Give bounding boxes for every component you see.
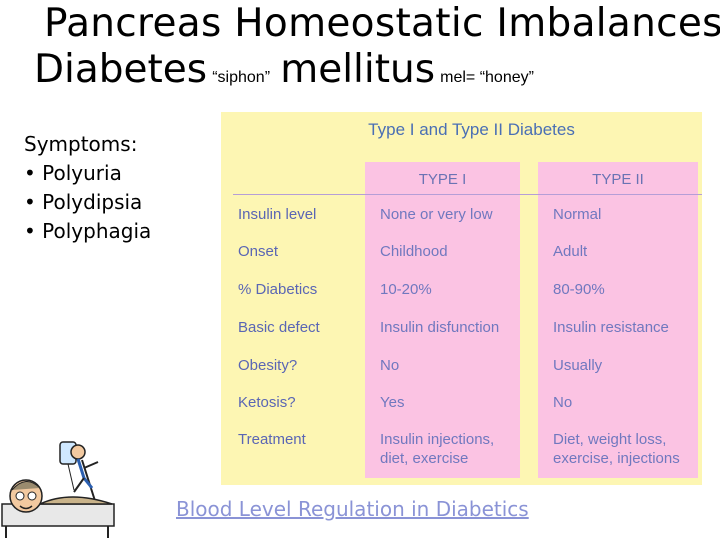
type2-cell: Insulin resistance	[553, 319, 669, 336]
type2-cell: Normal	[553, 206, 602, 223]
title-word-diabetes: Diabetes	[34, 47, 208, 92]
title-word-mellitus: mellitus	[280, 47, 436, 92]
symptoms-heading: Symptoms:	[24, 132, 138, 156]
column-header-type2: TYPE II	[592, 171, 644, 188]
type1-cell: 10-20%	[380, 281, 432, 298]
type1-cell: None or very low	[380, 206, 493, 223]
type1-cell: Insulin disfunction	[380, 319, 500, 336]
title-note-siphon: “siphon”	[212, 69, 271, 86]
type1-cell: Childhood	[380, 243, 448, 260]
row-label: Onset	[238, 243, 279, 260]
row-label: Ketosis?	[238, 394, 296, 411]
type1-column-bg	[365, 162, 520, 478]
symptoms-list: Symptoms: • Polyuria • Polydipsia • Poly…	[24, 130, 151, 246]
header-divider	[233, 194, 702, 195]
type2-cell: 80-90%	[553, 281, 605, 298]
row-label: Basic defect	[238, 319, 320, 336]
row-label: % Diabetics	[238, 281, 318, 298]
diabetes-comparison-figure: Type I and Type II Diabetes TYPE I TYPE …	[221, 112, 702, 485]
type1-cell: Yes	[380, 394, 405, 411]
type2-column-bg	[538, 162, 698, 478]
row-label: Obesity?	[238, 357, 298, 374]
blood-level-regulation-link[interactable]: Blood Level Regulation in Diabetics	[176, 497, 529, 521]
type2-cell: Diet, weight loss,	[553, 431, 667, 448]
type2-cell: Adult	[553, 243, 588, 260]
type2-cell: Usually	[553, 357, 603, 374]
type1-cell: diet, exercise	[380, 450, 469, 467]
type1-cell: No	[380, 357, 400, 374]
type2-cell: exercise, injections	[553, 450, 680, 467]
symptom-item: • Polyphagia	[24, 219, 152, 243]
symptom-item: • Polyuria	[24, 161, 122, 185]
type1-cell: Insulin injections,	[380, 431, 495, 448]
figure-title: Type I and Type II Diabetes	[368, 120, 575, 139]
column-header-type1: TYPE I	[418, 171, 467, 188]
symptom-item: • Polydipsia	[24, 190, 143, 214]
row-label: Treatment	[238, 431, 306, 448]
title-note-honey: mel= “honey”	[440, 69, 534, 86]
slide-title-line1: Pancreas Homeostatic Imbalances	[44, 1, 720, 46]
row-label: Insulin level	[238, 206, 317, 223]
cartoon-patient-with-iv-drip-icon	[1, 441, 115, 538]
slide-title-line2: Diabetes “siphon” mellitus mel= “honey”	[34, 48, 534, 100]
type2-cell: No	[553, 394, 573, 411]
